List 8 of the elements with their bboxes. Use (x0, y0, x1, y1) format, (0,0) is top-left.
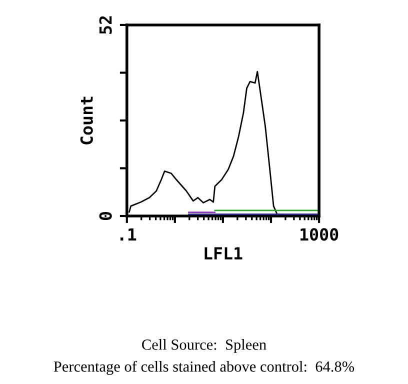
y-axis-title: Count (80, 96, 93, 144)
y-tick-label: 0 (99, 212, 112, 220)
y-tick-label: 52 (99, 16, 112, 34)
text: Percentage of cells stained above control: 64.8% (54, 360, 354, 375)
x-tick-label: 1000 (300, 228, 338, 241)
text: Cell Source: Spleen (142, 339, 266, 353)
x-axis-title: LFL1 (204, 247, 242, 260)
x-tick-label: .1 (120, 228, 136, 240)
